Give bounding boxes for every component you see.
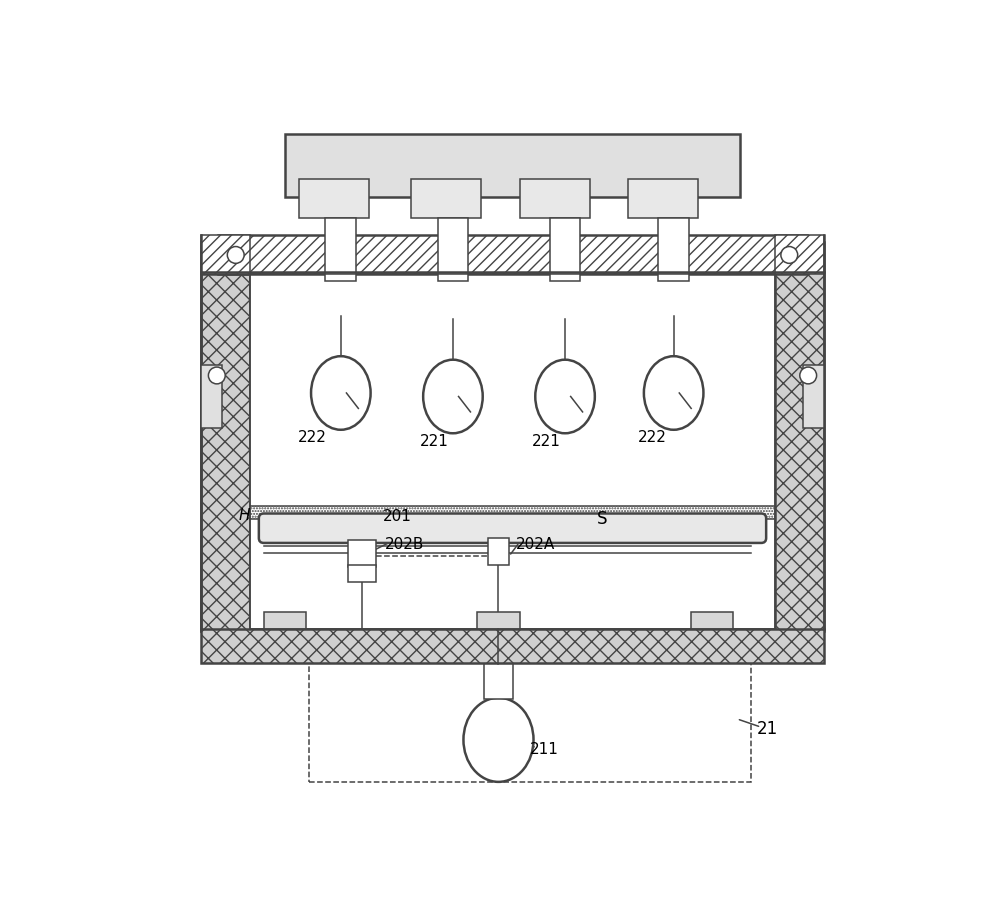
Text: H: H (239, 509, 251, 523)
Bar (250, 517, 775, 629)
Ellipse shape (311, 356, 371, 430)
Bar (775, 242, 824, 632)
Bar (411, 179, 481, 217)
Bar (325, 217, 356, 281)
Circle shape (227, 247, 244, 263)
Bar (775, 236, 824, 274)
Bar (285, 134, 740, 197)
Bar (201, 365, 222, 428)
Bar (218, 236, 807, 274)
Bar (691, 612, 733, 629)
Bar (658, 217, 689, 281)
Bar (803, 365, 824, 428)
Text: 221: 221 (532, 433, 561, 449)
Bar (264, 612, 306, 629)
Bar (250, 274, 775, 516)
Text: 202B: 202B (385, 537, 424, 551)
Circle shape (208, 367, 225, 384)
Bar (348, 541, 376, 567)
Bar (309, 652, 751, 782)
Circle shape (781, 247, 798, 263)
Ellipse shape (644, 356, 703, 430)
FancyBboxPatch shape (259, 513, 766, 543)
Bar (520, 179, 590, 217)
Circle shape (800, 367, 817, 384)
Bar (488, 538, 509, 564)
Ellipse shape (463, 698, 534, 782)
Bar (477, 612, 520, 629)
Text: 211: 211 (530, 742, 559, 757)
Text: 202A: 202A (516, 537, 555, 551)
Ellipse shape (535, 359, 595, 433)
Bar (484, 664, 512, 699)
Bar (201, 236, 250, 274)
Text: 21: 21 (756, 720, 778, 738)
Text: 221: 221 (420, 433, 448, 449)
Bar (201, 629, 824, 662)
Bar (628, 179, 698, 217)
Bar (550, 217, 580, 281)
Bar (438, 217, 468, 281)
Text: S: S (597, 510, 607, 528)
Bar (299, 179, 369, 217)
Ellipse shape (423, 359, 483, 433)
Bar (250, 507, 775, 519)
Text: 201: 201 (383, 509, 412, 523)
Text: 222: 222 (298, 430, 327, 445)
Bar (201, 274, 250, 632)
Text: 222: 222 (638, 430, 667, 445)
Bar (201, 242, 250, 632)
Bar (348, 564, 376, 582)
